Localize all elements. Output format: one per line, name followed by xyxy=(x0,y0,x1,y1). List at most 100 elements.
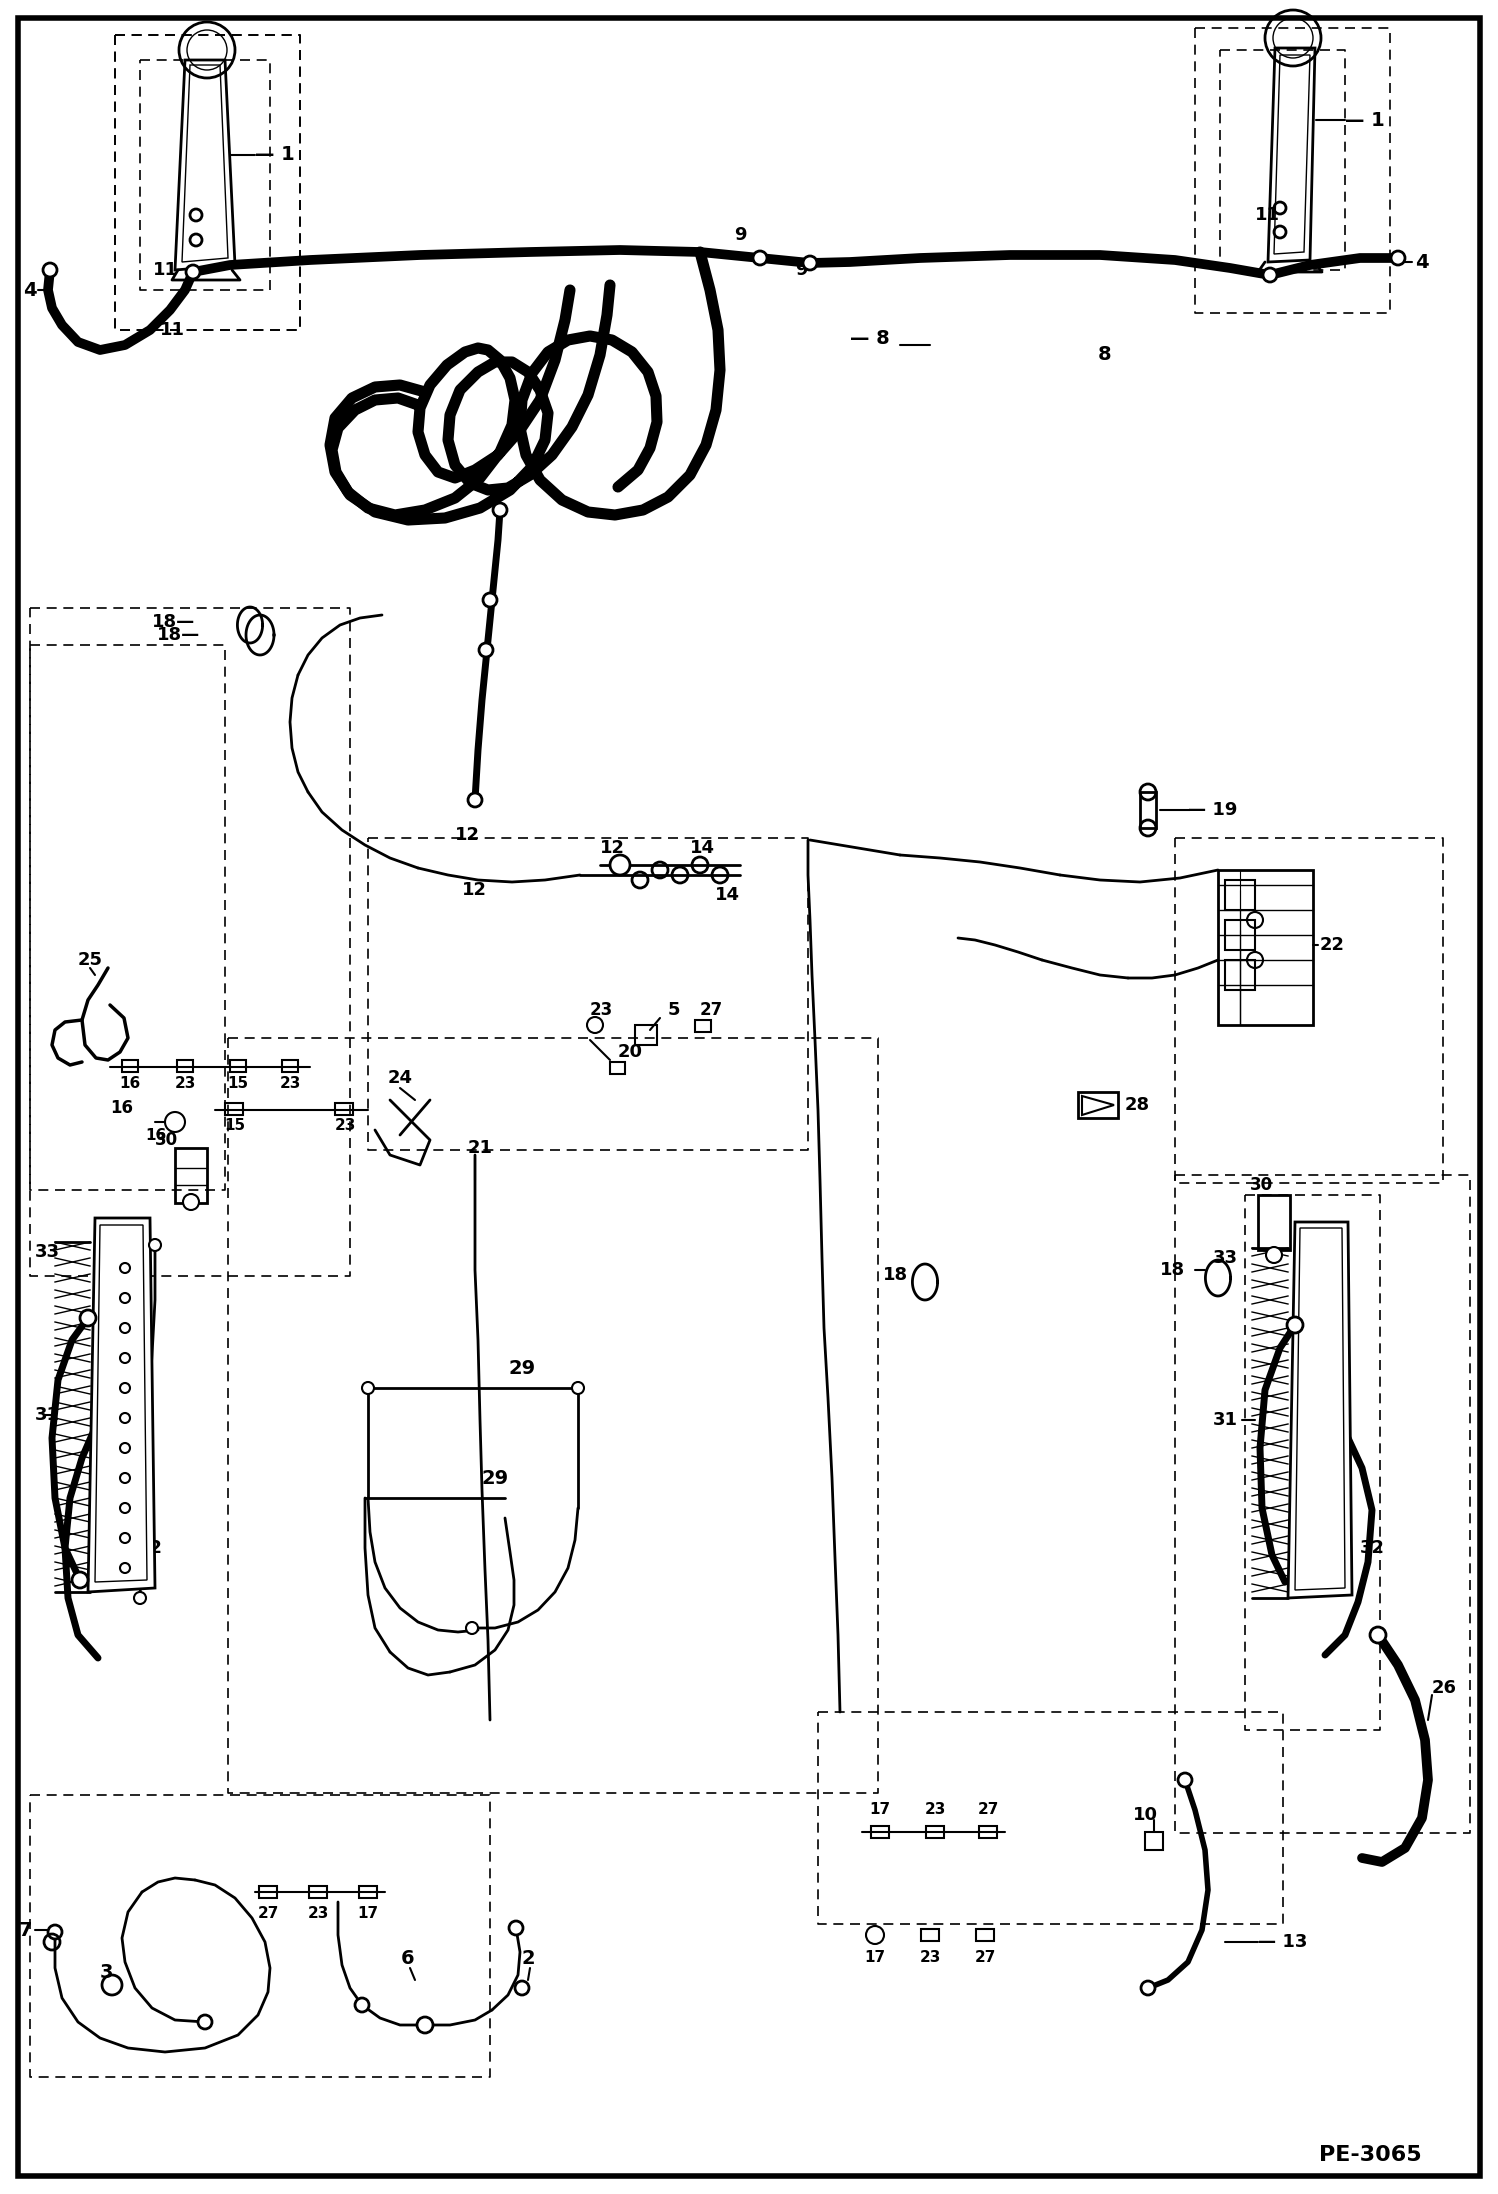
Circle shape xyxy=(466,1621,478,1635)
Circle shape xyxy=(72,1571,88,1588)
Text: 18—: 18— xyxy=(157,625,201,645)
Bar xyxy=(695,1020,712,1031)
Text: 10: 10 xyxy=(1132,1806,1158,1823)
Text: 22: 22 xyxy=(1320,937,1345,954)
Circle shape xyxy=(467,792,482,807)
Text: 23: 23 xyxy=(307,1907,328,1922)
Text: 12: 12 xyxy=(455,825,479,845)
Bar xyxy=(259,1887,277,1898)
Text: 31: 31 xyxy=(1213,1411,1237,1428)
Circle shape xyxy=(479,643,493,656)
Text: 23: 23 xyxy=(174,1075,196,1090)
Text: — 1: — 1 xyxy=(255,145,295,165)
Text: — 13: — 13 xyxy=(1258,1933,1308,1950)
Text: 32: 32 xyxy=(138,1538,163,1558)
Text: 23: 23 xyxy=(924,1803,945,1817)
Text: 18: 18 xyxy=(882,1266,908,1283)
Text: 14: 14 xyxy=(691,838,715,858)
Text: 29: 29 xyxy=(508,1358,535,1378)
Text: PE-3065: PE-3065 xyxy=(1318,2146,1422,2165)
Bar xyxy=(1258,1196,1290,1251)
Text: 4: 4 xyxy=(22,281,37,301)
Bar xyxy=(175,1147,207,1202)
Bar xyxy=(309,1887,327,1898)
Text: 8: 8 xyxy=(1098,344,1112,364)
Text: 28: 28 xyxy=(1125,1097,1150,1115)
Text: 7: 7 xyxy=(18,1920,31,1939)
Circle shape xyxy=(610,856,631,875)
Text: 30: 30 xyxy=(1249,1176,1273,1194)
Circle shape xyxy=(1287,1316,1303,1334)
Text: 3: 3 xyxy=(100,1961,114,1981)
Circle shape xyxy=(120,1503,130,1514)
Text: 23: 23 xyxy=(920,1950,941,1964)
Text: 6: 6 xyxy=(401,1948,415,1968)
Circle shape xyxy=(48,1924,61,1939)
Bar xyxy=(1218,871,1314,1025)
Circle shape xyxy=(79,1310,96,1325)
Circle shape xyxy=(1371,1628,1386,1643)
Bar xyxy=(926,1825,944,1839)
Text: 26: 26 xyxy=(1432,1678,1458,1696)
Circle shape xyxy=(1263,268,1276,283)
Text: 4: 4 xyxy=(1416,252,1429,272)
Text: 12: 12 xyxy=(601,838,625,858)
Text: 5: 5 xyxy=(668,1000,680,1018)
Polygon shape xyxy=(1288,1222,1353,1597)
Text: — 8: — 8 xyxy=(851,329,890,347)
Circle shape xyxy=(572,1382,584,1393)
Circle shape xyxy=(1266,1246,1282,1264)
Text: 2: 2 xyxy=(521,1948,535,1968)
Circle shape xyxy=(148,1240,160,1251)
Text: 17: 17 xyxy=(869,1803,891,1817)
Text: 20: 20 xyxy=(619,1042,643,1062)
Circle shape xyxy=(120,1472,130,1483)
Circle shape xyxy=(120,1354,130,1362)
Text: 31: 31 xyxy=(34,1406,60,1424)
Text: — 1: — 1 xyxy=(1345,110,1384,129)
Text: 12: 12 xyxy=(461,882,487,900)
Text: 9: 9 xyxy=(795,261,807,279)
Bar xyxy=(1225,880,1255,911)
Text: 18—: 18— xyxy=(151,612,195,632)
Bar xyxy=(980,1825,998,1839)
Bar xyxy=(1144,1832,1162,1850)
Text: 23: 23 xyxy=(279,1075,301,1090)
Bar xyxy=(177,1060,193,1073)
Circle shape xyxy=(120,1323,130,1334)
Text: 15: 15 xyxy=(228,1075,249,1090)
Circle shape xyxy=(1392,250,1405,265)
Circle shape xyxy=(355,1999,369,2012)
Text: 15: 15 xyxy=(225,1119,246,1134)
Text: 11: 11 xyxy=(153,261,178,279)
Circle shape xyxy=(186,265,201,279)
Circle shape xyxy=(120,1382,130,1393)
Text: 25: 25 xyxy=(78,950,102,970)
Text: 17: 17 xyxy=(864,1950,885,1964)
Text: 32: 32 xyxy=(1360,1538,1386,1558)
Text: 27: 27 xyxy=(700,1000,724,1018)
Text: 18: 18 xyxy=(1159,1262,1185,1279)
Circle shape xyxy=(120,1292,130,1303)
Circle shape xyxy=(120,1264,130,1273)
Text: 29: 29 xyxy=(481,1468,508,1488)
Text: 14: 14 xyxy=(715,886,740,904)
Circle shape xyxy=(509,1922,523,1935)
Circle shape xyxy=(120,1413,130,1424)
Text: 27: 27 xyxy=(258,1907,279,1922)
Bar xyxy=(1140,792,1156,827)
Bar xyxy=(610,1062,625,1075)
Bar xyxy=(977,1929,995,1942)
Text: 21: 21 xyxy=(467,1139,493,1156)
Bar xyxy=(870,1825,888,1839)
Text: 30: 30 xyxy=(154,1130,178,1150)
Text: 33: 33 xyxy=(34,1244,60,1262)
Text: 16: 16 xyxy=(145,1128,166,1143)
Circle shape xyxy=(803,257,816,270)
Circle shape xyxy=(416,2016,433,2034)
Text: 16: 16 xyxy=(109,1099,133,1117)
Circle shape xyxy=(493,502,506,518)
Circle shape xyxy=(183,1194,199,1211)
Bar xyxy=(336,1104,354,1115)
Text: 23: 23 xyxy=(334,1119,355,1134)
